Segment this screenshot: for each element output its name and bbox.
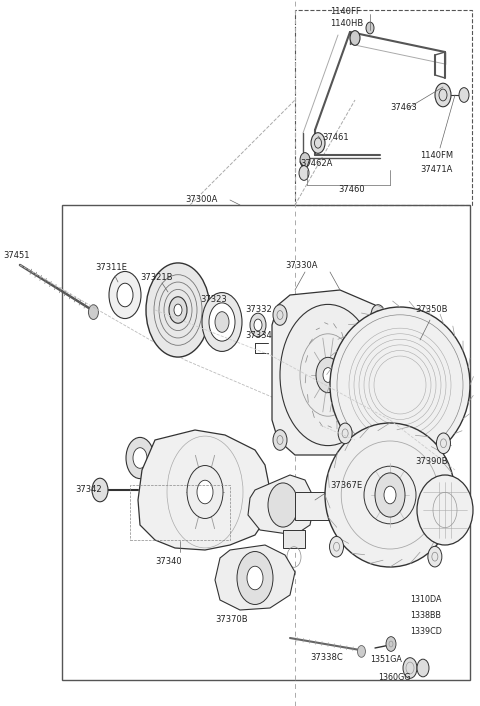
Polygon shape: [272, 290, 385, 455]
Text: 37451: 37451: [3, 251, 29, 260]
Text: 37311E: 37311E: [95, 263, 127, 273]
Circle shape: [386, 637, 396, 652]
Circle shape: [280, 304, 376, 445]
Circle shape: [417, 659, 429, 677]
Text: 37461: 37461: [322, 133, 348, 143]
Text: 37460: 37460: [338, 186, 365, 194]
Text: 37300A: 37300A: [185, 196, 217, 205]
Polygon shape: [215, 545, 295, 610]
Circle shape: [169, 297, 187, 323]
Text: 37463: 37463: [390, 104, 417, 112]
Circle shape: [209, 303, 235, 341]
Circle shape: [197, 480, 213, 504]
Circle shape: [403, 658, 417, 678]
Bar: [283, 530, 305, 548]
Circle shape: [215, 312, 229, 333]
Text: 37350B: 37350B: [415, 306, 447, 314]
Circle shape: [187, 465, 223, 518]
Circle shape: [88, 305, 98, 320]
Circle shape: [435, 83, 451, 107]
Circle shape: [268, 483, 298, 527]
Text: 37367E: 37367E: [330, 481, 362, 489]
Circle shape: [371, 430, 385, 450]
Circle shape: [237, 551, 273, 604]
Text: 1338BB: 1338BB: [410, 611, 441, 621]
Circle shape: [384, 486, 396, 504]
Text: 37330A: 37330A: [285, 261, 317, 270]
Text: 1140HB: 1140HB: [330, 20, 363, 28]
Ellipse shape: [330, 307, 470, 463]
Text: 1339CD: 1339CD: [410, 628, 442, 637]
Circle shape: [330, 537, 344, 557]
Circle shape: [126, 438, 154, 479]
Circle shape: [311, 133, 325, 153]
Bar: [295, 10, 472, 205]
Circle shape: [358, 645, 365, 657]
Circle shape: [350, 30, 360, 45]
Polygon shape: [248, 475, 315, 535]
Text: 1310DA: 1310DA: [410, 595, 442, 604]
Circle shape: [92, 478, 108, 502]
Text: 37342: 37342: [75, 486, 102, 494]
Circle shape: [202, 292, 242, 352]
Text: 37340: 37340: [155, 558, 181, 566]
Circle shape: [254, 319, 262, 331]
Text: 1351GA: 1351GA: [370, 655, 402, 664]
Circle shape: [323, 368, 333, 383]
Text: 37370B: 37370B: [215, 616, 248, 625]
Text: 37390B: 37390B: [415, 457, 447, 467]
Text: 37471A: 37471A: [420, 165, 452, 174]
Circle shape: [146, 263, 210, 357]
Circle shape: [109, 272, 141, 318]
Circle shape: [436, 433, 450, 453]
Text: 37338C: 37338C: [310, 654, 343, 662]
Circle shape: [117, 283, 133, 307]
Text: 37323: 37323: [200, 296, 227, 304]
Circle shape: [250, 313, 266, 337]
Text: 37334: 37334: [245, 330, 272, 340]
Circle shape: [273, 305, 287, 325]
Circle shape: [316, 357, 340, 393]
Circle shape: [366, 22, 374, 34]
Text: 1140FF: 1140FF: [330, 8, 361, 16]
Ellipse shape: [364, 466, 416, 524]
Text: 1140FM: 1140FM: [420, 150, 453, 160]
Polygon shape: [138, 430, 270, 550]
Circle shape: [247, 566, 263, 590]
Text: 37321B: 37321B: [140, 273, 172, 282]
Circle shape: [375, 473, 405, 517]
Circle shape: [174, 304, 182, 316]
Text: 37332: 37332: [245, 306, 272, 314]
Circle shape: [273, 430, 287, 450]
Circle shape: [428, 546, 442, 567]
Ellipse shape: [417, 475, 473, 545]
Circle shape: [459, 88, 469, 102]
Circle shape: [133, 448, 147, 468]
Circle shape: [338, 423, 352, 443]
Ellipse shape: [325, 423, 455, 567]
Text: 1360GG: 1360GG: [378, 674, 410, 683]
Circle shape: [300, 152, 310, 167]
Bar: [62, 205, 470, 680]
Bar: [295, 492, 330, 520]
Circle shape: [299, 166, 309, 180]
Text: 37462A: 37462A: [300, 159, 332, 167]
Circle shape: [371, 305, 385, 325]
Bar: [130, 485, 230, 540]
